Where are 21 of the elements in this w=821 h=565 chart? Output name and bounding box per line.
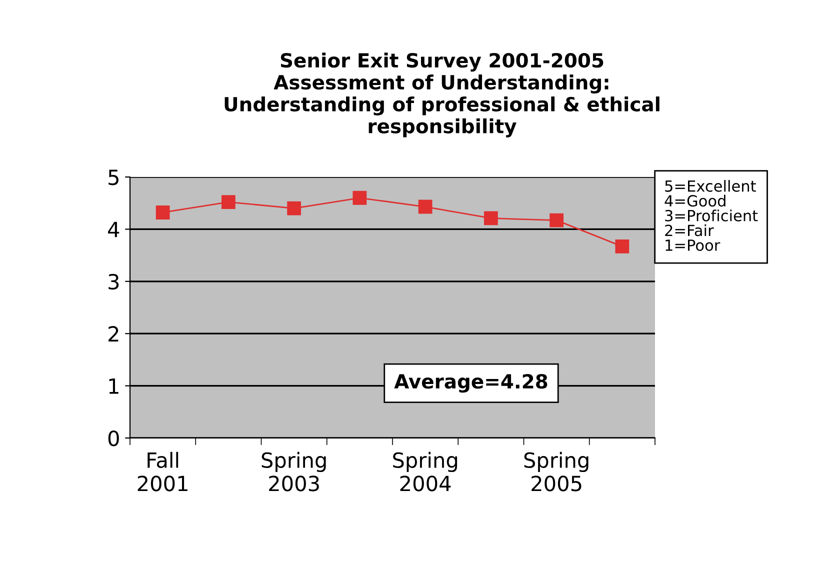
y-tick-label: 3 — [108, 274, 119, 290]
point — [221, 195, 236, 209]
x-tick-label: Spring 2003 — [262, 452, 326, 492]
y-tick-label: 2 — [108, 326, 118, 342]
y-tick-label: 0 — [108, 430, 119, 446]
chart-title: Senior Exit Survey 2001-2005 Assessment of Understanding: Understanding of professional & ethical responsibility — [224, 52, 660, 138]
x-tick-label: Fall 2001 — [138, 452, 188, 492]
x-tick-label: Spring 2004 — [393, 452, 458, 492]
y-tick-label: 4 — [108, 222, 120, 238]
point — [287, 201, 302, 216]
point — [615, 239, 630, 254]
text: 5=Excellent 4=Good 3=Proficient 2=Fair 1=Poor — [664, 180, 758, 251]
point — [418, 200, 432, 214]
point — [484, 211, 498, 226]
x-tick-label: Spring 2005 — [524, 452, 588, 492]
point — [352, 190, 367, 205]
point — [550, 213, 564, 228]
y-tick-label: 1 — [109, 378, 118, 394]
point — [156, 206, 170, 220]
annotation: Average=4.28 — [394, 374, 548, 393]
y-tick-label: 5 — [108, 170, 118, 186]
